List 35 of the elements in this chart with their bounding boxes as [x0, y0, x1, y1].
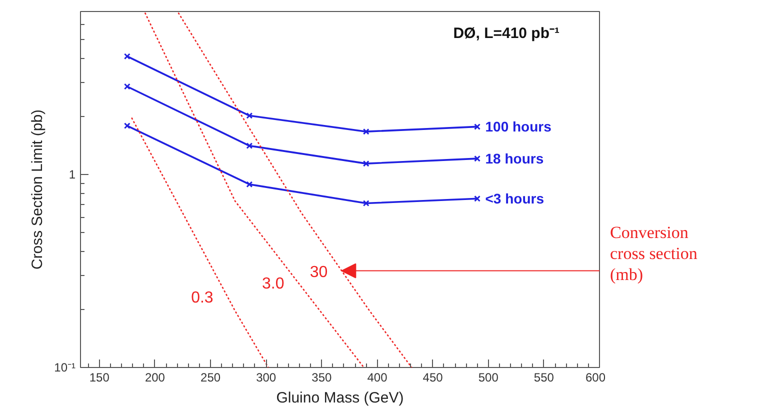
point [124, 83, 130, 90]
x-tick-label: 200 [144, 370, 166, 384]
point [362, 160, 370, 167]
x-tick-label: 400 [367, 370, 388, 384]
text: Conversion cross section (mb) [610, 222, 698, 285]
x-tick-label: 600 [585, 370, 606, 384]
y-tick-label: 1 [68, 168, 76, 182]
legend-label: 30 [310, 264, 328, 281]
series-label: <3 hours [485, 190, 544, 207]
x-tick-label: 450 [422, 370, 444, 384]
x-tick-label: 300 [256, 370, 276, 384]
point [362, 128, 370, 135]
point [362, 200, 370, 206]
series-label: 0.3 [191, 289, 214, 306]
x-tick-label: 550 [534, 370, 554, 384]
point [246, 181, 253, 188]
text: DØ, L=410 pb⁻¹ [453, 25, 560, 42]
series-label: 100 hours [485, 118, 552, 135]
x-tick-label: 150 [89, 370, 110, 384]
x-axis-title: Gluino Mass (GeV) [276, 390, 404, 406]
point [474, 123, 480, 130]
x-tick-label: 250 [200, 370, 221, 384]
x-tick-label: 350 [312, 370, 332, 384]
y-axis-title: Cross Section Limit (pb) [29, 109, 46, 270]
line-series [178, 12, 412, 368]
x-tick-label: 500 [478, 370, 499, 384]
point [246, 142, 253, 149]
point [474, 195, 480, 202]
y-tick-label: 10⁻¹ [54, 360, 76, 374]
point [246, 112, 253, 119]
series-label: 18 hours [485, 150, 544, 167]
point [124, 53, 130, 60]
series-label: 3.0 [262, 276, 284, 293]
point [474, 155, 480, 162]
point [124, 122, 130, 129]
